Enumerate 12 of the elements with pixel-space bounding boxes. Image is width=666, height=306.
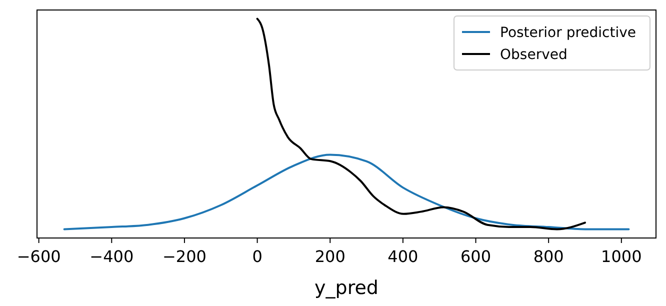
x-axis-title: y_pred [314,277,378,299]
x-tick-label: −400 [90,247,134,266]
x-tick-label: 0 [252,247,262,266]
x-tick-label: −600 [16,247,61,266]
x-tick-label: 400 [388,247,418,266]
legend-label: Posterior predictive [500,25,636,41]
x-tick-label: 800 [533,247,564,266]
x-tick-label: −200 [162,247,206,266]
x-tick-label: 600 [460,247,492,266]
x-tick-label: 1000 [601,247,642,266]
legend-label: Observed [500,47,568,63]
x-tick-label: 200 [314,247,346,266]
